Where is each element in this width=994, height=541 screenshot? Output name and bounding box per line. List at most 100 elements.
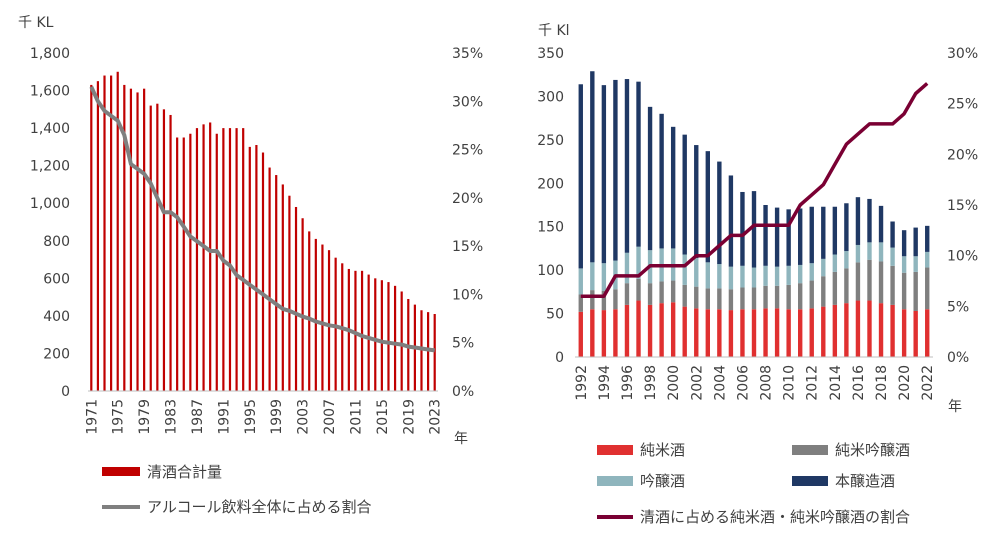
legend-swatch-sake-total: [102, 467, 140, 476]
x-tick-label: 1998: [643, 365, 659, 401]
bar-honjozo: [763, 205, 768, 266]
bar-junmai-ginjo: [797, 283, 803, 310]
left-tick-label: 200: [537, 176, 564, 192]
bar-ginjo: [763, 265, 768, 286]
bar-sake-total: [268, 167, 271, 391]
bar-sake-total: [189, 133, 192, 391]
right-tick-label: 35%: [452, 46, 483, 62]
bar-ginjo: [925, 251, 930, 268]
left-tick-label: 1,400: [30, 121, 70, 137]
bar-junmai: [728, 310, 734, 357]
bar-junmai: [832, 304, 838, 357]
x-tick-label: 1992: [574, 365, 590, 401]
bar-sake-total: [275, 175, 278, 391]
bar-ginjo: [844, 251, 849, 269]
bar-honjozo: [670, 126, 676, 249]
bar-ginjo: [867, 242, 872, 260]
bar-junmai: [636, 300, 641, 357]
bar-honjozo: [624, 79, 630, 253]
right-tick-label: 25%: [452, 143, 483, 159]
bar-honjozo: [694, 145, 699, 258]
bar-sake-total: [103, 75, 106, 392]
bar-junmai-ginjo: [821, 276, 826, 307]
bar-junmai-ginjo: [728, 289, 734, 311]
legend-label-honjozo: 本醸造酒: [835, 472, 895, 490]
bar-sake-total: [96, 81, 100, 392]
bar-junmai-ginjo: [878, 261, 884, 304]
right-tick-label: 30%: [947, 46, 978, 62]
left-axis-unit-label: 千 KL: [18, 15, 54, 31]
bar-junmai: [601, 310, 607, 357]
bar-ginjo: [751, 267, 757, 288]
bar-sake-total: [202, 124, 205, 391]
x-tick-label: 2020: [897, 365, 913, 401]
bar-junmai: [705, 309, 711, 357]
x-tick-label: 2000: [666, 365, 682, 401]
bar-honjozo: [647, 106, 653, 251]
bar-junmai-ginjo: [705, 288, 711, 310]
sake-volume-chart: 千 KL 0 200 400 600 800 1,000 1,200 1,400 1,600 1,…: [18, 15, 483, 516]
bar-ginjo: [786, 265, 791, 285]
bar-sake-total: [235, 128, 238, 391]
bar-sake-total: [261, 152, 265, 391]
bar-junmai-ginjo: [670, 280, 676, 303]
legend-swatch-junmai-ginjo: [792, 445, 828, 455]
right-tick-label: 30%: [452, 94, 483, 110]
bar-junmai: [890, 304, 895, 357]
x-tick-label: 2015: [375, 399, 391, 435]
bar-honjozo: [613, 79, 618, 261]
bar-junmai-ginjo: [774, 285, 780, 309]
bar-junmai: [590, 309, 595, 357]
right-tick-label: 15%: [452, 239, 483, 255]
bar-junmai-ginjo: [717, 288, 722, 310]
left-tick-label: 300: [537, 89, 564, 105]
bar-honjozo: [774, 207, 780, 267]
bar-ginjo: [601, 263, 607, 291]
bar-ginjo: [740, 265, 745, 288]
x-tick-label: 1987: [190, 399, 206, 435]
bar-ginjo: [878, 242, 884, 262]
bar-honjozo: [717, 161, 722, 265]
bar-ginjo: [636, 246, 641, 279]
bar-honjozo: [682, 134, 687, 255]
x-tick-label: 1994: [597, 365, 613, 401]
bar-sake-total: [149, 105, 152, 392]
bar-junmai: [821, 306, 826, 357]
bar-sake-total: [327, 250, 331, 391]
bar-ginjo: [821, 258, 826, 277]
x-tick-label: 2010: [782, 365, 798, 401]
bar-ginjo: [694, 257, 699, 287]
left-tick-label: 1,800: [30, 46, 70, 62]
x-tick-label: 1991: [216, 399, 232, 435]
bar-junmai: [659, 303, 664, 357]
right-tick-label: 0%: [947, 350, 969, 366]
bar-junmai: [578, 311, 583, 357]
bar-honjozo: [878, 205, 884, 243]
bar-junmai: [809, 308, 814, 357]
right-tick-label: 15%: [947, 198, 978, 214]
bar-honjozo: [901, 230, 907, 257]
left-tick-label: 200: [43, 346, 70, 362]
bar-sake-total: [426, 312, 430, 391]
bar-ginjo: [832, 254, 838, 272]
bar-sake-total: [242, 128, 245, 391]
x-tick-label: 2002: [689, 365, 705, 401]
bar-junmai-ginjo: [647, 283, 653, 305]
bar-ginjo: [578, 268, 583, 295]
bar-sake-total: [281, 184, 284, 391]
bar-sake-total: [387, 282, 390, 391]
x-axis-unit-label: 年: [454, 431, 468, 447]
bar-junmai: [694, 308, 699, 357]
legend-swatch-junmai: [597, 445, 633, 455]
bar-sake-total: [116, 71, 119, 392]
left-tick-label: 50: [546, 307, 564, 323]
bar-junmai-ginjo: [855, 262, 861, 301]
left-tick-label: 350: [537, 46, 564, 62]
bar-junmai-ginjo: [763, 285, 768, 309]
bar-honjozo: [659, 113, 664, 249]
legend-label-ginjo: 吟醸酒: [640, 472, 685, 490]
x-tick-label: 1971: [84, 399, 100, 435]
bar-honjozo: [740, 191, 745, 266]
left-tick-label: 800: [43, 234, 70, 250]
bar-sake-total: [156, 103, 159, 391]
